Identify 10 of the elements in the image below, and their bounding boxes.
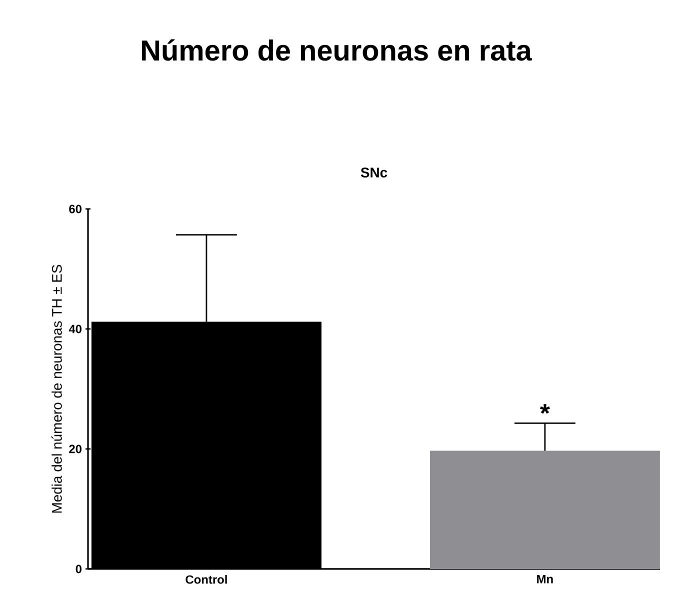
annotation: * — [540, 404, 550, 414]
y-tick-label: 40 — [68, 324, 82, 334]
y-tick-label: 0 — [76, 564, 82, 574]
x-tick-label: Control — [186, 575, 227, 584]
x-tick-label: Mn — [537, 575, 553, 584]
y-axis-title: Media del número de neuronas TH ± ES — [51, 264, 62, 513]
y-tick-label: 20 — [69, 444, 82, 454]
chart-title: Número de neuronas en rata — [142, 39, 532, 61]
y-tick-label: 60 — [69, 204, 82, 214]
chart-subtitle: SNc — [360, 168, 388, 178]
